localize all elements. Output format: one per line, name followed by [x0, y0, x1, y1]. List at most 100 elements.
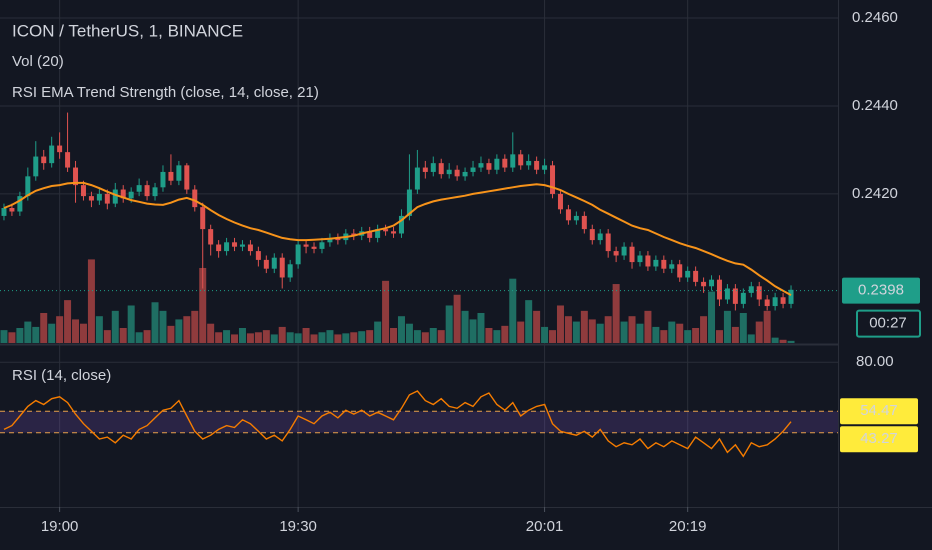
rsi-tick-label: 80.00 [856, 353, 894, 370]
volume-bar [143, 330, 151, 343]
candle-body [327, 237, 333, 243]
rsi-layer [0, 390, 838, 458]
candle-body [486, 163, 492, 170]
volume-bar [580, 310, 588, 343]
candle-body [637, 255, 643, 263]
candle-body [748, 286, 754, 293]
volume-bar [238, 327, 246, 343]
candle-body [732, 288, 738, 304]
volume-bar [477, 312, 485, 343]
candle-body [597, 233, 603, 241]
volume-bar [223, 330, 231, 343]
candle-body [17, 196, 23, 212]
volume-bar [326, 330, 334, 343]
volume-bar [715, 330, 723, 343]
volume-bar [747, 334, 755, 343]
volume-bar [596, 323, 604, 343]
volume-bar [405, 323, 413, 343]
candle-body [756, 286, 762, 300]
candle-body [740, 292, 746, 304]
candle-body [701, 281, 707, 287]
candle-body [184, 165, 190, 190]
candle-body [772, 297, 778, 307]
volume-bar [183, 316, 191, 343]
candle-body [1, 207, 7, 216]
candle-body [510, 154, 516, 168]
time-tick-label: 20:19 [669, 518, 707, 535]
candle-body [88, 196, 94, 201]
volume-bar [445, 305, 453, 343]
volume-bar [95, 316, 103, 343]
candle-body [526, 160, 532, 166]
candle-body [232, 242, 238, 247]
candle-body [112, 189, 118, 204]
candle-body [295, 244, 301, 265]
last-price-box [842, 277, 920, 304]
candle-body [478, 163, 484, 168]
volume-bar [24, 321, 32, 343]
candle-body [589, 229, 595, 241]
candle-body [144, 185, 150, 197]
candle-body [255, 251, 261, 260]
time-tick-label: 19:30 [279, 518, 317, 535]
candle-body [406, 189, 412, 216]
volume-bar [397, 316, 405, 343]
candle-body [430, 163, 436, 172]
volume-bar [294, 333, 302, 343]
rsi-band-box [840, 398, 918, 425]
volume-bar [111, 310, 119, 343]
candle-body [685, 270, 691, 278]
volume-bar [16, 327, 24, 343]
ema-line [3, 181, 792, 296]
volume-bar [421, 332, 429, 343]
time-tick-label: 19:00 [41, 518, 79, 535]
volume-bar [167, 325, 175, 343]
volume-bar [191, 310, 199, 343]
candle-body [613, 251, 619, 256]
volume-title: Vol (20) [12, 53, 64, 70]
volume-bar [517, 321, 525, 343]
candle-body [224, 242, 230, 252]
candle-body [724, 288, 730, 300]
volume-bar [382, 280, 390, 343]
volume-bar [151, 302, 159, 343]
volume-bar [8, 332, 16, 343]
candle-body [152, 187, 158, 197]
candle-body [104, 193, 110, 204]
volume-bar [731, 326, 739, 343]
rsi-line [3, 390, 792, 458]
volume-bar [119, 327, 127, 343]
candle-body [446, 169, 452, 175]
volume-bar [652, 326, 660, 343]
indicator-title: RSI EMA Trend Strength (close, 14, close… [12, 84, 319, 101]
candle-body [454, 169, 460, 177]
candle-body [192, 189, 198, 208]
volume-bar [644, 310, 652, 343]
candle-body [383, 229, 389, 232]
volume-bar [231, 334, 239, 343]
candle-body [716, 279, 722, 300]
countdown-box [856, 309, 921, 338]
candle-body [542, 165, 548, 170]
volume-bar [564, 316, 572, 343]
last-price-label: 0.2398 [858, 282, 904, 299]
volume-layer [0, 259, 795, 343]
labels-layer: 19:00 19:30 20:01 20:19 0.2460 0.2440 0.2420 0.… [41, 9, 921, 535]
candle-body [462, 171, 468, 177]
candle-body [287, 264, 293, 278]
volume-bar [692, 327, 700, 343]
volume-bar [32, 326, 40, 343]
candle-body [168, 171, 174, 181]
volume-bar [525, 300, 533, 343]
candle-body [438, 163, 444, 175]
candle-body [128, 191, 134, 199]
volume-bar [286, 332, 294, 343]
candle-body [311, 246, 317, 249]
volume-bar [72, 319, 80, 343]
volume-bar [342, 333, 350, 343]
volume-bar [262, 330, 270, 343]
volume-bar [779, 339, 787, 343]
y-tick-label: 0.2420 [852, 185, 898, 202]
